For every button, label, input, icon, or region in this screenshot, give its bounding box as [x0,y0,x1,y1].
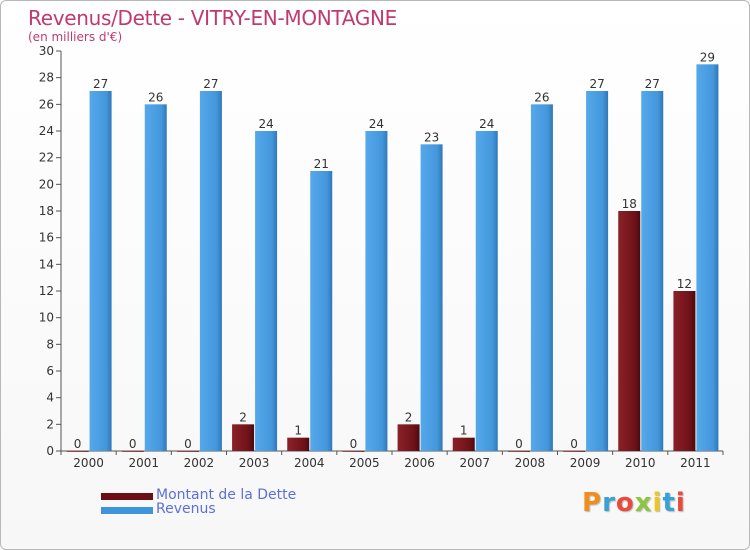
bar-revenus [365,131,388,451]
x-tick-label: 2002 [184,456,215,470]
bar-revenus [310,171,333,451]
legend-swatch-dette [101,493,153,500]
y-tick-label: 6 [46,364,54,378]
bar-dette [342,451,365,452]
data-label-revenus: 27 [93,77,108,91]
data-label-dette: 0 [129,437,137,451]
chart-subtitle: (en milliers d'€) [28,30,123,44]
proxiti-logo: Proxiti [582,488,686,518]
legend-swatch-revenus [101,507,153,514]
data-label-revenus: 24 [258,117,273,131]
data-label-dette: 0 [184,437,192,451]
data-label-revenus: 23 [424,130,439,144]
bar-revenus [530,104,553,451]
y-tick-label: 8 [46,337,54,351]
data-label-dette: 2 [239,410,247,424]
x-tick-label: 2007 [459,456,490,470]
x-tick-label: 2008 [515,456,546,470]
data-label-revenus: 27 [203,77,218,91]
bar-revenus [420,144,443,452]
y-tick-label: 12 [39,284,54,298]
data-label-revenus: 24 [369,117,384,131]
data-label-dette: 1 [294,424,302,438]
bar-dette [563,451,586,452]
x-tick-label: 2011 [680,456,711,470]
y-tick-label: 0 [46,444,54,458]
data-label-revenus: 21 [314,157,329,171]
bar-dette [287,437,310,451]
data-label-dette: 0 [350,437,358,451]
bar-revenus [586,91,609,451]
bar-dette [507,451,530,452]
chart-title: Revenus/Dette - VITRY-EN-MONTAGNE [28,6,398,30]
y-tick-label: 20 [39,177,54,191]
x-tick-label: 2000 [73,456,104,470]
data-label-revenus: 27 [645,77,660,91]
bar-dette [176,451,199,452]
data-label-dette: 0 [515,437,523,451]
bar-revenus [89,91,112,451]
data-label-dette: 2 [405,410,413,424]
y-tick-label: 16 [39,231,54,245]
bar-dette [397,424,420,451]
data-label-revenus: 24 [479,117,494,131]
y-tick-label: 22 [39,151,54,165]
data-label-dette: 1 [460,424,468,438]
bar-revenus [696,64,719,452]
y-tick-label: 26 [39,97,54,111]
bar-revenus [255,131,278,451]
data-label-revenus: 26 [534,90,549,104]
y-tick-label: 30 [39,44,54,58]
x-tick-label: 2005 [349,456,380,470]
x-tick-label: 2004 [294,456,325,470]
x-tick-label: 2001 [128,456,159,470]
legend-label-dette: Montant de la Dette [156,487,297,503]
data-label-revenus: 26 [148,90,163,104]
x-tick-label: 2003 [239,456,270,470]
bar-revenus [641,91,664,451]
y-tick-label: 10 [39,311,54,325]
x-tick-label: 2009 [570,456,601,470]
y-tick-label: 18 [39,204,54,218]
data-label-dette: 12 [677,277,692,291]
bar-dette [618,211,641,451]
data-label-revenus: 27 [589,77,604,91]
y-tick-label: 28 [39,71,54,85]
bar-revenus [144,104,167,451]
data-label-dette: 0 [74,437,82,451]
y-tick-label: 4 [46,391,54,405]
data-label-dette: 0 [570,437,578,451]
data-label-dette: 18 [622,197,637,211]
y-tick-label: 2 [46,417,54,431]
x-tick-label: 2006 [404,456,435,470]
bar-dette [673,291,696,451]
legend-label-revenus: Revenus [156,501,216,517]
bar-revenus [475,131,498,451]
x-tick-label: 2010 [625,456,656,470]
bar-revenus [199,91,222,451]
y-tick-label: 14 [39,257,54,271]
bar-dette [232,424,255,451]
bar-dette [121,451,144,452]
bar-dette [452,437,475,451]
y-tick-label: 24 [39,124,54,138]
bar-dette [66,451,89,452]
data-label-revenus: 29 [700,50,715,64]
